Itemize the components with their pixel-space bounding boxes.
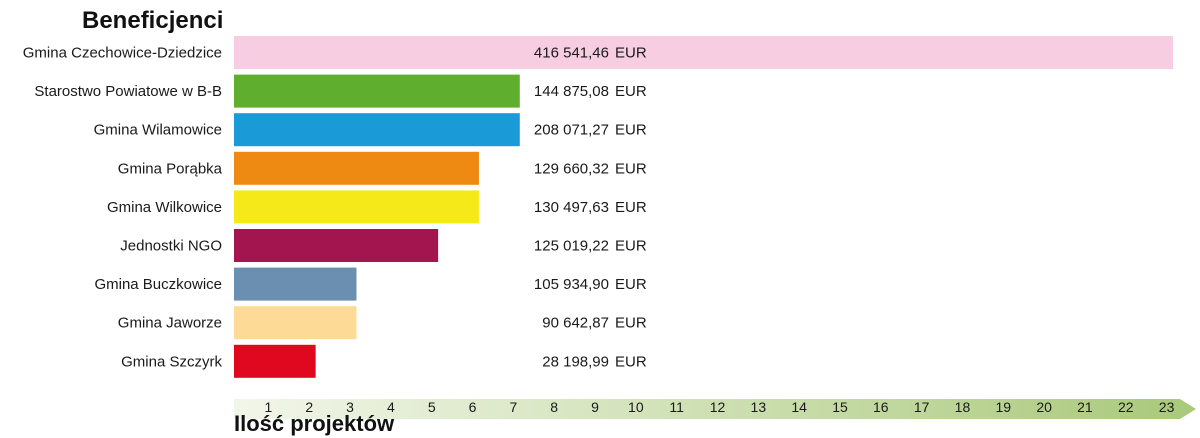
x-tick-label: 23 <box>1159 399 1175 415</box>
bar <box>234 74 520 108</box>
x-tick-label: 5 <box>428 399 436 415</box>
bar <box>234 267 357 301</box>
amount-label: 28 198,99 <box>542 353 609 370</box>
amount-currency: EUR <box>615 276 647 293</box>
amount-currency: EUR <box>615 315 647 332</box>
x-tick-label: 16 <box>873 399 889 415</box>
amount-currency: EUR <box>615 122 647 139</box>
x-tick-label: 10 <box>628 399 644 415</box>
amount-label: 105 934,90 <box>534 276 609 293</box>
chart-title: Beneficjenci <box>82 7 223 34</box>
amount-label: 416 541,46 <box>534 45 609 62</box>
x-tick-label: 21 <box>1077 399 1093 415</box>
x-axis-arrow <box>234 399 1196 419</box>
x-tick-label: 20 <box>1036 399 1052 415</box>
x-tick-label: 14 <box>791 399 807 415</box>
x-axis-label: Ilość projektów <box>234 411 395 436</box>
amount-label: 130 497,63 <box>534 199 609 216</box>
amount-label: 125 019,22 <box>534 238 609 255</box>
category-label: Gmina Wilamowice <box>94 122 222 139</box>
x-tick-label: 6 <box>469 399 477 415</box>
category-label: Gmina Wilkowice <box>107 199 222 216</box>
x-tick-label: 4 <box>387 399 395 415</box>
x-tick-label: 3 <box>346 399 354 415</box>
x-tick-label: 2 <box>305 399 313 415</box>
amount-label: 144 875,08 <box>534 83 609 100</box>
category-label: Gmina Szczyrk <box>121 353 222 370</box>
amount-currency: EUR <box>615 199 647 216</box>
bar <box>234 344 316 378</box>
x-tick-label: 9 <box>591 399 599 415</box>
x-tick-label: 18 <box>955 399 971 415</box>
x-tick-label: 8 <box>550 399 558 415</box>
category-label: Gmina Porąbka <box>118 160 223 177</box>
x-tick-label: 11 <box>669 399 684 415</box>
category-label: Jednostki NGO <box>120 238 222 255</box>
bar <box>234 113 520 147</box>
x-tick-label: 1 <box>265 399 273 415</box>
amount-currency: EUR <box>615 238 647 255</box>
amount-currency: EUR <box>615 353 647 370</box>
amount-label: 208 071,27 <box>534 122 609 139</box>
amount-label: 90 642,87 <box>542 315 609 332</box>
x-tick-label: 17 <box>914 399 930 415</box>
x-tick-label: 12 <box>710 399 726 415</box>
x-tick-label: 22 <box>1118 399 1134 415</box>
category-label: Gmina Jaworze <box>118 315 222 332</box>
category-label: Starostwo Powiatowe w B-B <box>34 83 222 100</box>
x-tick-label: 13 <box>751 399 767 415</box>
bar <box>234 229 439 262</box>
bar <box>234 151 479 185</box>
bar <box>234 190 479 224</box>
bar <box>234 306 357 340</box>
amount-currency: EUR <box>615 83 647 100</box>
x-tick-label: 15 <box>832 399 848 415</box>
category-label: Gmina Buczkowice <box>94 276 222 293</box>
amount-label: 129 660,32 <box>534 160 609 177</box>
amount-currency: EUR <box>615 45 647 62</box>
category-label: Gmina Czechowice-Dziedzice <box>23 45 222 62</box>
amount-currency: EUR <box>615 160 647 177</box>
bar <box>234 36 1173 69</box>
x-tick-label: 19 <box>995 399 1011 415</box>
x-tick-label: 7 <box>509 399 517 415</box>
